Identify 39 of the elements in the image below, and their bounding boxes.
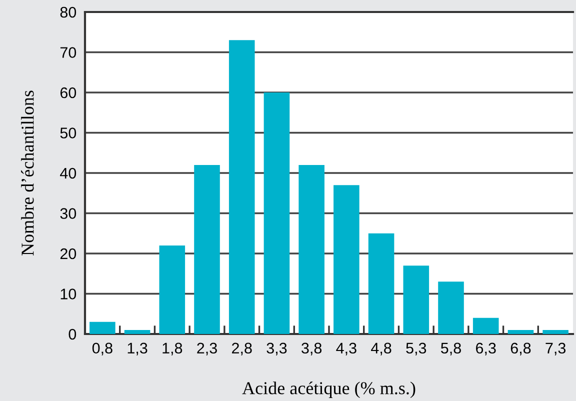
bar xyxy=(508,330,534,334)
bar xyxy=(90,322,116,334)
y-tick-label: 10 xyxy=(60,288,76,300)
bar xyxy=(264,92,290,334)
x-tick-label: 5,8 xyxy=(440,342,461,356)
x-axis-title: Acide acétique (% m.s.) xyxy=(242,382,416,398)
y-tick-label: 70 xyxy=(60,47,76,58)
x-tick-label: 2,8 xyxy=(232,342,252,356)
bar xyxy=(159,245,186,334)
bar xyxy=(334,185,360,334)
x-tick-label: 6,3 xyxy=(476,342,496,356)
x-tick-label: 7,3 xyxy=(546,342,566,356)
x-tick-label: 2,3 xyxy=(197,342,217,356)
x-tick-label: 4,8 xyxy=(371,342,392,356)
bar xyxy=(438,282,464,334)
y-tick-label: 30 xyxy=(60,208,76,219)
x-tick-label: 4,3 xyxy=(336,342,356,356)
y-tick-label: 60 xyxy=(60,87,76,98)
y-tick-label: 0 xyxy=(68,328,76,340)
x-tick-label: 6,8 xyxy=(510,342,531,356)
bar xyxy=(403,266,430,334)
y-axis-title: Nombre d’échantillons xyxy=(21,90,34,256)
y-tick-label: 20 xyxy=(60,248,76,260)
bar xyxy=(298,164,324,334)
x-tick-label: 1,8 xyxy=(162,342,182,356)
bar xyxy=(228,40,255,334)
bar xyxy=(124,330,150,334)
x-tick-label: 1,3 xyxy=(128,342,148,356)
bar xyxy=(368,233,394,334)
bar xyxy=(542,330,568,334)
y-tick-label: 80 xyxy=(60,6,76,18)
bar xyxy=(472,318,499,334)
x-tick-label: 0,8 xyxy=(92,342,112,356)
y-tick-label: 40 xyxy=(60,168,76,179)
x-tick-label: 3,3 xyxy=(266,342,287,356)
y-tick-label: 50 xyxy=(60,128,76,138)
bar xyxy=(194,164,220,334)
x-tick-label: 3,8 xyxy=(302,342,322,356)
x-tick-label: 5,3 xyxy=(406,342,426,356)
